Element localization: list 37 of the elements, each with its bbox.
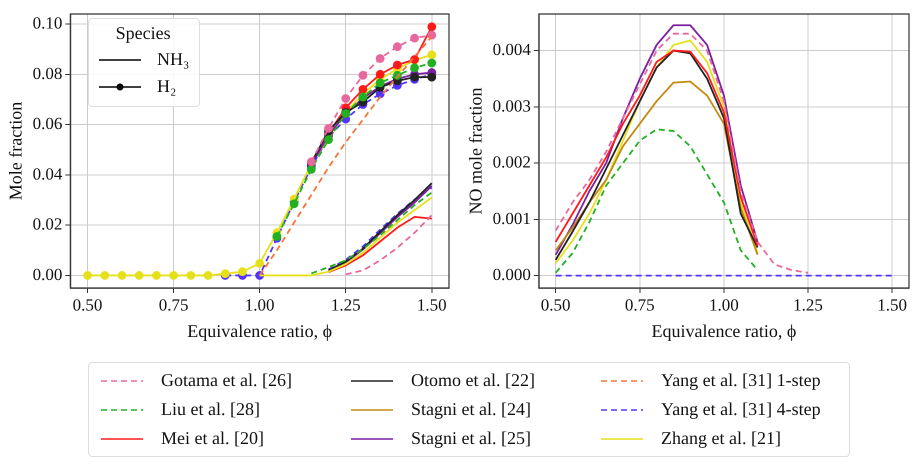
y-tick-label: 0.08 <box>32 64 62 83</box>
x-axis-title: Equivalence ratio, ϕ <box>187 320 332 341</box>
y-tick-label: 0.003 <box>492 96 531 116</box>
x-tick-label: 0.50 <box>72 296 102 315</box>
x-tick-label: 1.00 <box>244 296 275 315</box>
annotation: H₂ <box>157 76 176 97</box>
y-tick-label: 0.00 <box>32 264 62 284</box>
y-tick-label: 0.10 <box>32 14 62 33</box>
x-tick-label: 1.50 <box>416 296 447 315</box>
x-tick-label: 0.75 <box>624 296 655 315</box>
y-tick-label: 0.004 <box>492 40 532 60</box>
x-axis-title: Equivalence ratio, ϕ <box>651 320 796 341</box>
x-tick-label: 1.00 <box>709 296 739 315</box>
y-tick-label: 0.000 <box>492 265 531 284</box>
x-tick-label: 1.25 <box>793 296 823 315</box>
legend-title: Species <box>114 23 172 44</box>
y-tick-label: 0.06 <box>32 114 62 134</box>
x-tick-label: 1.50 <box>877 296 908 315</box>
legend-label: Zhang et al. [21] <box>661 428 781 449</box>
y-axis-title: Mole fraction <box>6 102 26 200</box>
y-tick-label: 0.02 <box>32 214 62 234</box>
y-axis-title: NO mole fraction <box>466 88 486 214</box>
legend-label: Gotama et al. [26] <box>161 370 292 391</box>
y-tick-label: 0.04 <box>32 164 63 184</box>
legend-label: Liu et al. [28] <box>161 399 260 420</box>
legend-label: Stagni et al. [24] <box>411 399 531 420</box>
x-tick-label: 0.75 <box>158 296 188 315</box>
legend-label: Yang et al. [31] 4-step <box>661 399 821 420</box>
annotation: NH₃ <box>157 49 190 70</box>
legend-label: Otomo et al. [22] <box>411 370 535 391</box>
y-tick-label: 0.001 <box>492 208 531 228</box>
legend-label: Yang et al. [31] 1-step <box>661 370 821 391</box>
legend-label: Mei et al. [20] <box>161 428 264 449</box>
legend-label: Stagni et al. [25] <box>411 428 531 449</box>
x-tick-label: 0.50 <box>540 296 571 315</box>
x-tick-label: 1.25 <box>330 296 361 315</box>
y-tick-label: 0.002 <box>492 152 531 172</box>
